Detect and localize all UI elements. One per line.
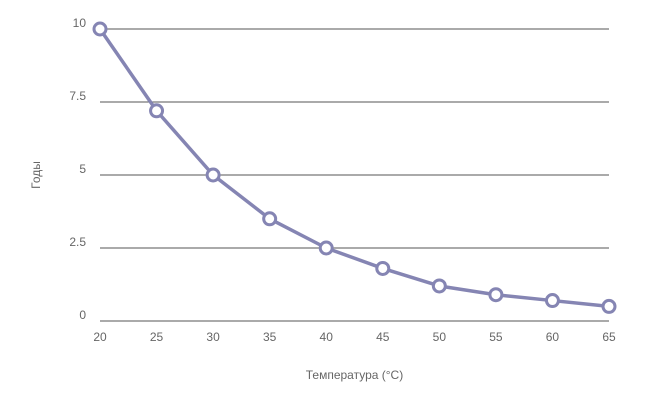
y-axis-title: Годы [29, 161, 43, 189]
x-tick-label: 55 [489, 330, 503, 344]
y-tick-label: 5 [79, 162, 86, 176]
grid-lines [100, 28, 609, 322]
x-tick-label: 60 [546, 330, 560, 344]
data-point [431, 278, 447, 294]
y-tick-label: 0 [79, 308, 86, 322]
y-axis-ticks: 0 2.5 5 7.5 10 [69, 16, 86, 322]
x-tick-label: 20 [93, 330, 107, 344]
x-axis-ticks: 20 25 30 35 40 45 50 55 60 65 [93, 330, 616, 344]
x-axis-title: Температура (°C) [306, 368, 403, 382]
data-point [205, 167, 221, 183]
data-point [488, 287, 504, 303]
data-point [262, 211, 278, 227]
x-tick-label: 40 [320, 330, 334, 344]
data-point [375, 260, 391, 276]
x-tick-label: 50 [433, 330, 447, 344]
data-point [544, 293, 560, 309]
x-tick-label: 25 [150, 330, 164, 344]
data-point [92, 21, 108, 37]
series-group [92, 21, 617, 314]
y-tick-label: 7.5 [69, 89, 86, 103]
x-tick-label: 35 [263, 330, 277, 344]
data-point [318, 240, 334, 256]
y-tick-label: 10 [73, 16, 87, 30]
series-line [98, 27, 611, 309]
x-tick-label: 30 [206, 330, 220, 344]
x-tick-label: 65 [602, 330, 616, 344]
x-tick-label: 45 [376, 330, 390, 344]
data-point [601, 298, 617, 314]
y-tick-label: 2.5 [69, 235, 86, 249]
data-point [149, 103, 165, 119]
